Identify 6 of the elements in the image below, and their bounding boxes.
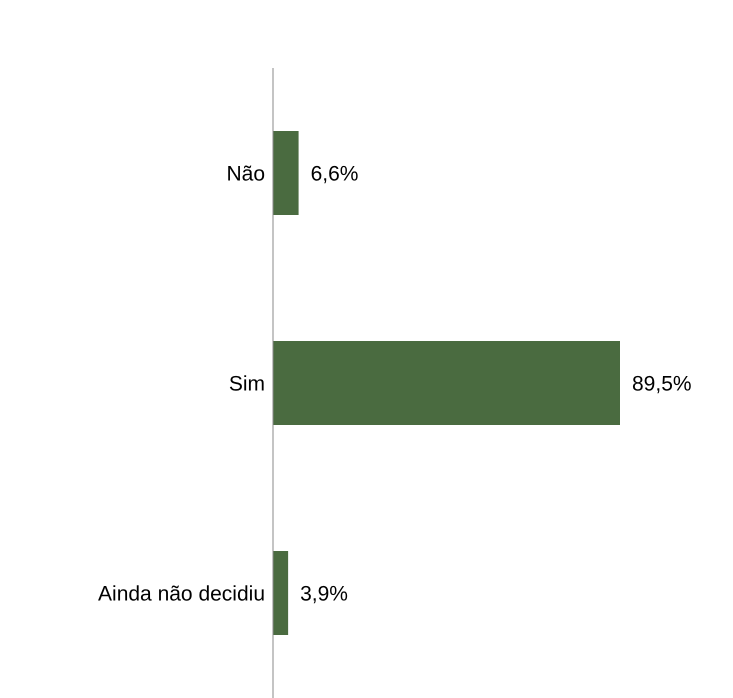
y-tick-label: Ainda não decidiu [98,582,265,606]
data-label: 3,9% [300,582,348,606]
data-label: 6,6% [310,162,358,186]
y-tick-label: Sim [228,372,265,396]
data-label: 89,5% [632,372,692,396]
y-tick-label: Não [226,162,265,186]
